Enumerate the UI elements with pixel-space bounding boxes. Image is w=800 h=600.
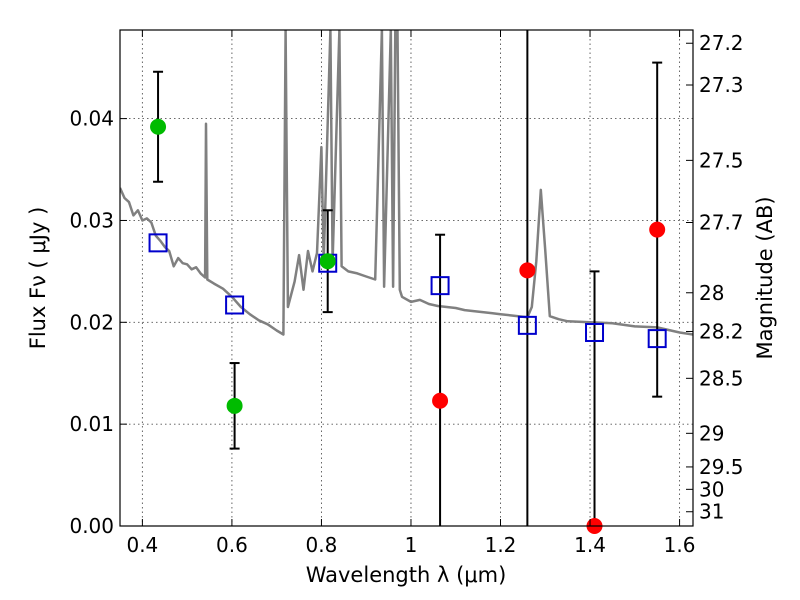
right-tick-label: 27.3 <box>699 73 744 97</box>
x-tick-label: 1.6 <box>664 533 696 557</box>
y-axis-title: Flux Fν ( μJy ) <box>26 207 50 350</box>
detection-point <box>150 118 167 135</box>
model-photometry-square <box>225 295 245 315</box>
right-tick-label: 29 <box>699 421 724 445</box>
right-tick-label: 27.5 <box>699 148 744 172</box>
right-tick-label: 29.5 <box>699 455 744 479</box>
x-tick-label: 1.2 <box>485 533 517 557</box>
axes: 0.4 0.6 0.8 1 1.2 1.4 1.6 0.00 0.01 0.02 0.03 0.04 2… <box>69 30 744 557</box>
y-tick-label: 0.01 <box>69 412 114 436</box>
x-tick-label: 1 <box>405 533 418 557</box>
model-photometry-square <box>430 276 450 296</box>
x-tick-label: 0.6 <box>216 533 248 557</box>
right-tick-label: 31 <box>699 500 724 524</box>
y-tick-label: 0.00 <box>69 514 114 538</box>
y-tick-label: 0.04 <box>69 107 114 131</box>
model-photometry-square <box>148 233 168 253</box>
y-axis-title-right: Magnitude (AB) <box>753 196 777 359</box>
markers <box>148 118 667 534</box>
x-tick-label: 0.8 <box>306 533 338 557</box>
y-tick-label: 0.02 <box>69 310 114 334</box>
right-tick-label: 28 <box>699 281 724 305</box>
model-photometry-square <box>585 322 605 342</box>
nondetection-point <box>432 392 449 409</box>
detection-point <box>226 397 243 414</box>
x-tick-label: 0.4 <box>126 533 158 557</box>
right-tick-label: 28.2 <box>699 319 744 343</box>
right-tick-label: 27.2 <box>699 31 744 55</box>
x-tick-label: 1.4 <box>574 533 606 557</box>
y-tick-label: 0.03 <box>69 208 114 232</box>
model-photometry-square <box>517 315 537 335</box>
detection-point <box>319 253 336 270</box>
right-tick-label: 30 <box>699 477 724 501</box>
model-photometry-square <box>647 329 667 349</box>
nondetection-point <box>519 262 536 279</box>
right-tick-label: 27.7 <box>699 210 744 234</box>
right-tick-label: 28.5 <box>699 366 744 390</box>
nondetection-point <box>649 221 666 238</box>
x-axis-title: Wavelength λ (μm) <box>306 563 507 587</box>
plot-frame <box>119 29 694 527</box>
